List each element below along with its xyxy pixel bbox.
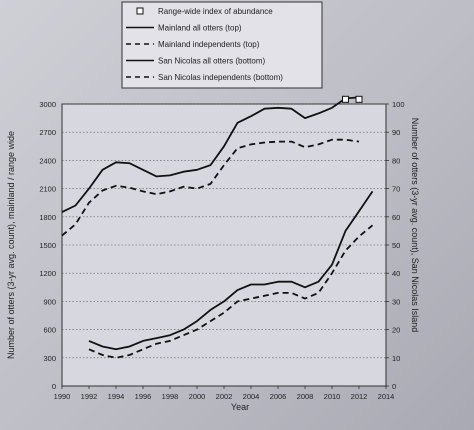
y-tick-label-left: 2700: [39, 128, 56, 137]
x-tick-label: 2012: [351, 392, 368, 401]
series-line-mainland-all-otters-top: [61, 96, 360, 213]
y-tick-label-right: 80: [392, 156, 400, 165]
y-tick-label-left: 1200: [39, 269, 56, 278]
y-tick-label-left: 0: [52, 382, 56, 391]
y-tick-label-right: 0: [392, 382, 396, 391]
series-marker-range-wide-index-of-abundance: [342, 95, 349, 103]
x-tick-label: 2006: [270, 392, 287, 401]
y-tick-label-left: 1500: [39, 241, 56, 250]
y-tick-label-right: 10: [392, 354, 400, 363]
x-tick-label: 2008: [297, 392, 314, 401]
x-tick-label: 1994: [108, 392, 125, 401]
x-tick-label: 1998: [162, 392, 179, 401]
y-tick-label-right: 50: [392, 241, 400, 250]
series-line-san-nicolas-all-otters-bottom: [88, 190, 374, 351]
x-tick-label: 1992: [81, 392, 98, 401]
legend-label: Range-wide index of abundance: [158, 7, 273, 16]
y-tick-label-right: 60: [392, 213, 400, 222]
y-tick-label-left: 1800: [39, 213, 56, 222]
x-tick-label: 2010: [324, 392, 341, 401]
x-tick-label: 2014: [378, 392, 395, 401]
x-tick-label: 1990: [54, 392, 71, 401]
y-tick-label-right: 100: [392, 100, 405, 109]
legend-symbol: [136, 7, 144, 15]
y-tick-label-left: 2400: [39, 156, 56, 165]
x-tick-label: 1996: [135, 392, 152, 401]
y-tick-label-right: 70: [392, 185, 400, 194]
legend: Range-wide index of abundance Mainland al…: [121, 1, 323, 89]
series-marker-range-wide-index-of-abundance: [355, 95, 363, 103]
y-axis-label-left: Number of otters (3-yr avg. count), main…: [6, 131, 16, 359]
legend-box: [121, 1, 323, 89]
series-line-mainland-independents-top: [61, 138, 360, 237]
legend-label: Mainland independents (top): [158, 40, 260, 49]
legend-label: San Nicolas independents (bottom): [158, 73, 283, 82]
y-tick-label-right: 30: [392, 297, 400, 306]
y-axis-label-right: Number of otters (3-yr avg. count), San …: [410, 118, 420, 333]
x-axis-label: Year: [231, 402, 249, 412]
y-tick-label-left: 3000: [39, 100, 56, 109]
y-tick-label-right: 90: [392, 128, 400, 137]
series-line-san-nicolas-independents-bottom: [88, 224, 374, 359]
y-tick-label-left: 600: [43, 326, 56, 335]
x-tick-label: 2004: [243, 392, 260, 401]
y-tick-label-right: 20: [392, 326, 400, 335]
y-tick-label-left: 900: [43, 297, 56, 306]
x-tick-label: 2000: [189, 392, 206, 401]
y-tick-label-right: 40: [392, 269, 400, 278]
x-tick-label: 2002: [216, 392, 233, 401]
y-tick-label-left: 300: [43, 354, 56, 363]
legend-label: Mainland all otters (top): [158, 24, 242, 33]
y-tick-label-left: 2100: [39, 185, 56, 194]
legend-label: San Nicolas all otters (bottom): [158, 57, 265, 66]
